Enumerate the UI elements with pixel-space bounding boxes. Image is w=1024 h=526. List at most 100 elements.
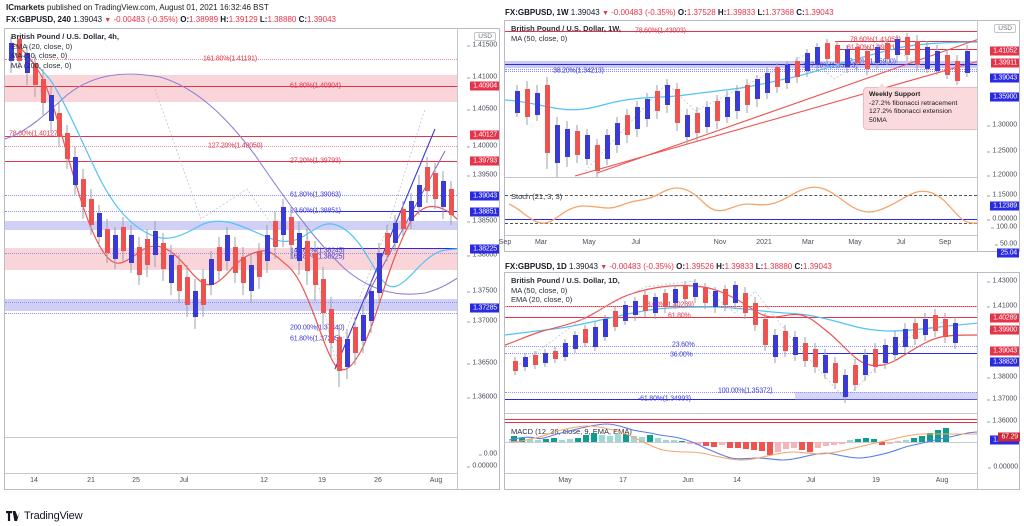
chart-pane-1w[interactable]: 78.60%(1.43003) 78.60%(1.41052) 61.80%(1…: [499, 20, 1020, 258]
callout-line-2: 127.2% fibonacci extension: [869, 108, 952, 116]
fib-line-d-3600-dot: [505, 353, 797, 354]
price-badge: 1.40289: [990, 313, 1019, 323]
price-tick: 1.41000: [987, 302, 1017, 310]
fib-line-w-78-high: [505, 31, 977, 32]
price-badge: 1.35900: [990, 92, 1019, 102]
low-value-h4: 1.38880: [267, 15, 297, 24]
price-badge: 1.39900: [990, 325, 1019, 335]
price-axis-1d[interactable]: 1.43000 1.41000 1.40289 1.39900 1.39043 …: [977, 273, 1019, 489]
callout-line-1: -27.2% fibonacci retracement: [869, 99, 958, 107]
date-tick: 17: [619, 477, 627, 484]
low-label-w1: L:: [757, 8, 766, 17]
fib-line-w-12720: [505, 69, 977, 70]
anno-6180-mid: 61.80%(1.39063): [290, 191, 341, 199]
quote-line-h4: FX:GBPUSD, 240 1.39043 ▼ -0.00483 (-0.35…: [6, 15, 336, 24]
price-tick: 1.41000: [467, 73, 497, 81]
change-pct-w1: (-0.35%): [644, 8, 676, 17]
footer-brand: TradingView: [6, 510, 83, 522]
fib-line-7860: [5, 136, 457, 137]
open-label-d1: O:: [676, 262, 685, 271]
date-axis-1w[interactable]: Mar May Jul Sep Nov 2021 Mar May Jul Sep: [499, 235, 977, 251]
plot-area-1w[interactable]: 78.60%(1.43003) 78.60%(1.41052) 61.80%(1…: [505, 21, 977, 177]
price-tick: 1.37000: [467, 317, 497, 325]
published-text: published on TradingView.com, August 01,…: [46, 3, 269, 12]
date-tick: Jun: [682, 477, 694, 484]
date-tick: 19: [318, 477, 326, 484]
high-label-d1: H:: [716, 262, 725, 271]
chart-pane-4h[interactable]: 161.80%(1.41191) 61.80%(1.40904) 78.60%(…: [4, 28, 500, 490]
date-tick: 14: [733, 477, 741, 484]
symbol-label-d1: FX:GBPUSD, 1D: [505, 262, 567, 271]
price-badge: 1.38851: [470, 207, 499, 217]
demand-zone-1: [5, 221, 457, 230]
legend-study-ma50-1w: MA (50, close, 0): [511, 33, 568, 43]
fib-line-14860: [5, 253, 457, 254]
high-value-h4: 1.39129: [228, 15, 258, 24]
open-label-h4: O:: [180, 15, 190, 24]
anno-14860: 148.60%(1.38245): [290, 247, 345, 255]
price-tick: 1.40500: [467, 105, 497, 113]
high-label-h4: H:: [220, 15, 229, 24]
date-tick: May: [848, 239, 862, 246]
fib-line-20000: [5, 302, 457, 303]
anno-d-6180: 61.80%: [668, 312, 691, 320]
date-tick: Mar: [801, 239, 815, 246]
price-badge: 1.39911: [990, 58, 1019, 68]
low-label-h4: L:: [259, 15, 268, 24]
anno-2360: 23.60%(1.38851): [290, 207, 341, 215]
date-tick: Jul: [896, 239, 906, 246]
stoch-tick: 50.00: [994, 240, 1017, 248]
legend-study-ema20-4h: EMA (20, close, 0): [11, 41, 73, 51]
anno-d-7860: 78.60%(1.40289): [643, 301, 694, 309]
price-tick: 1.15000: [987, 191, 1017, 199]
legend-1d: British Pound / U.S. Dollar, 1D, MA (50,…: [511, 276, 620, 305]
anno-w-3820: 38.20%(1.34213): [553, 67, 604, 75]
low-value-d1: 1.38880: [763, 262, 793, 271]
price-badge: 1.12389: [990, 201, 1019, 211]
anno-6180-bottom: 61.80%(1.37285): [290, 335, 341, 343]
legend-title-1d: British Pound / U.S. Dollar, 1D,: [511, 276, 620, 285]
date-tick: 19: [872, 477, 880, 484]
legend-4h: British Pound / U.S. Dollar, 4h, EMA (20…: [11, 32, 119, 70]
anno-w-78-high: 78.60%(1.43003): [635, 27, 686, 35]
stoch-subpane-1w[interactable]: Stoch (21, 3, 3): [505, 177, 979, 235]
legend-title-4h: British Pound / U.S. Dollar, 4h,: [11, 32, 119, 41]
change-h4: -0.00483: [113, 15, 146, 24]
anno-20000: 200.00%(1.37440): [290, 324, 345, 332]
date-axis-4h[interactable]: 14 21 25 Jul 12 19 26 Aug: [5, 473, 457, 489]
anno-d-10000: 100.00%(1.35372): [718, 387, 773, 395]
fib-line-w-2720: [505, 64, 977, 65]
fib-line-16180-blue: [295, 248, 457, 249]
fib-line-2720: [5, 161, 457, 162]
price-tick: 1.39500: [467, 171, 497, 179]
low-label-d1: L:: [755, 262, 764, 271]
footer-brand-label: TradingView: [24, 510, 83, 522]
symbol-label-w1: FX:GBPUSD, 1W: [505, 8, 569, 17]
daily-support-zone: [795, 392, 977, 400]
anno-2720: 27.20%(1.39793): [290, 157, 341, 165]
legend-1w: British Pound / U.S. Dollar, 1W, MA (50,…: [511, 24, 621, 43]
price-axis-4h[interactable]: USD 1.41500 1.41000 1.40500 1.40000 1.39…: [457, 29, 499, 489]
stoch-tick: 100.00: [991, 223, 1017, 231]
legend-study-ma200-4h: MA (200, close, 0): [11, 60, 72, 70]
sub-tick: 0.00: [478, 450, 497, 458]
anno-7860: 78.60%(1.40127): [9, 130, 60, 138]
price-badge: 1.39043: [990, 73, 1019, 83]
date-tick: Mar: [534, 239, 548, 246]
callout-line-3: 50MA: [869, 116, 887, 124]
fib-line-2360: [295, 211, 457, 212]
date-axis-1d[interactable]: May 17 Jun 14 Jul 19 Aug: [505, 473, 977, 489]
macd-value-badge: 67.29: [998, 432, 1020, 442]
macd-subpane-1d[interactable]: MACD (12, 26, close, 9, EMA, EMA): [505, 413, 979, 473]
plot-area-1d[interactable]: 78.60%(1.40289) 61.80% 23.60% 36.00% -61…: [505, 273, 977, 413]
date-tick: May: [558, 477, 572, 484]
price-badge: 1.38820: [990, 357, 1019, 367]
macd-series: [508, 423, 979, 461]
date-tick: Aug: [429, 477, 443, 484]
price-axis-1w[interactable]: USD 1.41052 1.39911 1.39043 1.35900 1.30…: [977, 21, 1019, 258]
plot-area-4h[interactable]: 161.80%(1.41191) 61.80%(1.40904) 78.60%(…: [5, 29, 457, 489]
date-tick: Jul: [179, 477, 189, 484]
chart-pane-1d[interactable]: 78.60%(1.40289) 61.80% 23.60% 36.00% -61…: [504, 272, 1020, 490]
publisher-name: ICmarkets: [6, 3, 45, 12]
open-value-h4: 1.38989: [189, 15, 219, 24]
